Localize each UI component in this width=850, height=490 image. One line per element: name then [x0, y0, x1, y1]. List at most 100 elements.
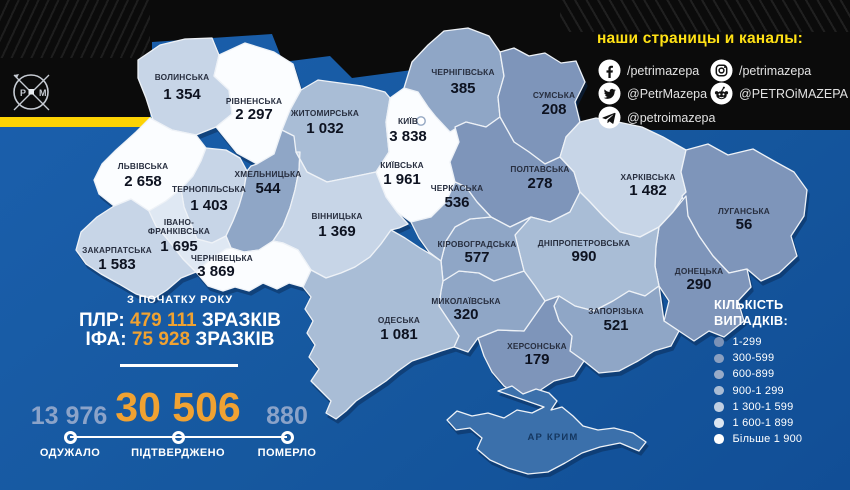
region-value-khmelnytskyi: 544 — [255, 180, 281, 197]
region-label-odesa: ОДЕСЬКА — [378, 315, 420, 325]
region-label-ivano-frankivsk: ІВАНО- — [164, 217, 194, 227]
region-value-volyn: 1 354 — [163, 86, 201, 103]
facebook-icon — [598, 59, 621, 82]
region-label-cherkasy: ЧЕРКАСЬКА — [431, 183, 484, 193]
social-handle: /petrimazepa — [739, 63, 812, 78]
legend-range-label: 600-899 — [732, 368, 775, 381]
legend-title-line2: ВИПАДКІВ: — [714, 313, 789, 328]
region-value-dnipro: 990 — [571, 248, 596, 265]
region-value-odesa: 1 081 — [380, 326, 418, 343]
region-value-luhansk: 56 — [736, 216, 753, 233]
legend-dot-icon — [714, 369, 724, 380]
legend-dot-icon — [714, 337, 724, 347]
region-value-kherson: 179 — [524, 351, 549, 368]
region-value-zhytomyr: 1 032 — [306, 120, 344, 137]
region-label-zaporizhzhia: ЗАПОРІЗЬКА — [588, 306, 644, 316]
region-label-kyiv-oblast: КИЇВСЬКА — [380, 160, 424, 170]
region-label-luhansk: ЛУГАНСЬКА — [718, 206, 770, 216]
region-value-kyiv-city: 3 838 — [389, 128, 427, 145]
legend-item: Більше 1 900 — [714, 431, 802, 447]
region-value-kharkiv: 1 482 — [629, 182, 667, 199]
region-label-khmelnytskyi: ХМЕЛЬНИЦЬКА — [235, 169, 302, 179]
region-label-kyiv-city: КИЇВ — [398, 116, 418, 126]
region-label-kharkiv: ХАРКІВСЬКА — [620, 172, 675, 182]
region-label-zakarpattia: ЗАКАРПАТСЬКА — [82, 245, 152, 255]
region-label-poltava: ПОЛТАВСЬКА — [510, 164, 569, 174]
region-value-ivano-frankivsk: 1 695 — [160, 238, 198, 255]
logo-circle-icon — [13, 74, 49, 110]
region-value-zaporizhzhia: 521 — [603, 317, 628, 334]
yellow-stripe — [0, 117, 151, 127]
social-twitter[interactable]: @PetrMazepa — [598, 82, 707, 105]
region-value-zakarpattia: 1 583 — [98, 256, 136, 273]
legend-item: 1 300-1 599 — [714, 399, 802, 415]
legend-range-label: 900-1 299 — [732, 384, 784, 397]
region-donetsk — [654, 195, 752, 342]
region-label-donetsk: ДОНЕЦЬКА — [675, 266, 724, 276]
social-reddit[interactable]: @PETROiMAZEPA — [710, 82, 848, 105]
region-label-sumy: СУМСЬКА — [533, 90, 575, 100]
region-value-vinnytsia: 1 369 — [318, 223, 356, 240]
legend-range-label: 1 600-1 899 — [732, 417, 794, 430]
social-telegram[interactable]: @petroimazepa — [598, 106, 715, 129]
social-handle: @PETROiMAZEPA — [739, 86, 848, 101]
region-label-ternopil: ТЕРНОПІЛЬСЬКА — [172, 184, 246, 194]
region-value-rivne: 2 297 — [235, 106, 273, 123]
region-label-kherson: ХЕРСОНСЬКА — [507, 341, 567, 351]
region-value-lviv: 2 658 — [124, 173, 162, 190]
region-label-mykolaiv: МИКОЛАЇВСЬКА — [431, 296, 500, 306]
region-label-chernihiv: ЧЕРНІГІВСЬКА — [431, 67, 494, 77]
legend-title-line1: КІЛЬКІСТЬ — [714, 297, 784, 312]
legend-range-label: 1 300-1 599 — [732, 400, 794, 413]
region-label-lviv: ЛЬВІВСЬКА — [118, 161, 169, 171]
social-instagram[interactable]: /petrimazepa — [710, 59, 811, 82]
legend-item: 300-599 — [714, 350, 802, 366]
region-label-kirovohrad: КІРОВОГРАДСЬКА — [437, 239, 516, 249]
legend-item: 1-299 — [714, 334, 802, 350]
legend-range-label: 300-599 — [732, 352, 775, 365]
legend-range-label: 1-299 — [732, 336, 762, 349]
legend-dot-icon — [714, 402, 724, 412]
logo-letter-p: P — [20, 88, 26, 98]
kyiv-city-marker-icon — [416, 116, 426, 126]
social-handle: @petroimazepa — [627, 110, 716, 125]
region-cherkasy — [410, 181, 492, 262]
legend-dot-icon — [714, 418, 724, 428]
region-value-ternopil: 1 403 — [190, 197, 228, 214]
legend-dot-icon — [714, 353, 724, 364]
region-value-kyiv-oblast: 1 961 — [383, 171, 421, 188]
logo-square-icon — [28, 89, 34, 95]
social-title: наши страницы и каналы: — [597, 30, 804, 47]
legend-item: 600-899 — [714, 366, 802, 382]
legend-item: 900-1 299 — [714, 383, 802, 399]
region-label-zhytomyr: ЖИТОМИРСЬКА — [290, 108, 359, 118]
legend-range-label: Більше 1 900 — [732, 433, 803, 446]
social-facebook[interactable]: /petrimazepa — [598, 59, 699, 82]
social-handle: @PetrMazepa — [627, 86, 708, 101]
legend-dot-icon — [714, 385, 724, 396]
region-label-vinnytsia: ВІННИЦЬКА — [311, 211, 362, 221]
legend-rows: 1-299 300-599 600-899 900-1 299 1 300-1 599 1… — [714, 334, 802, 447]
region-label-volyn: ВОЛИНСЬКА — [155, 72, 210, 82]
region-value-cherkasy: 536 — [444, 194, 469, 211]
region-label-rivne: РІВНЕНСЬКА — [226, 96, 282, 106]
legend-dot-icon — [714, 434, 724, 444]
logo-nib-icon — [14, 74, 19, 78]
region-value-poltava: 278 — [527, 175, 552, 192]
telegram-icon — [598, 106, 621, 129]
logo-letter-m: M — [39, 88, 47, 98]
region-label-crimea: АР КРИМ — [527, 432, 578, 443]
region-value-chernivtsi: 3 869 — [197, 263, 235, 280]
reddit-icon — [710, 82, 733, 105]
region-value-donetsk: 290 — [686, 276, 711, 293]
instagram-icon — [710, 59, 733, 82]
region-ivano-frankivsk — [148, 188, 232, 273]
twitter-icon — [598, 82, 621, 105]
pm-logo: P M — [13, 74, 50, 111]
region-label-ivano-frankivsk: ФРАНКІВСЬКА — [148, 226, 210, 236]
region-value-sumy: 208 — [541, 101, 566, 118]
region-value-kirovohrad: 577 — [464, 249, 489, 266]
region-value-mykolaiv: 320 — [453, 306, 478, 323]
